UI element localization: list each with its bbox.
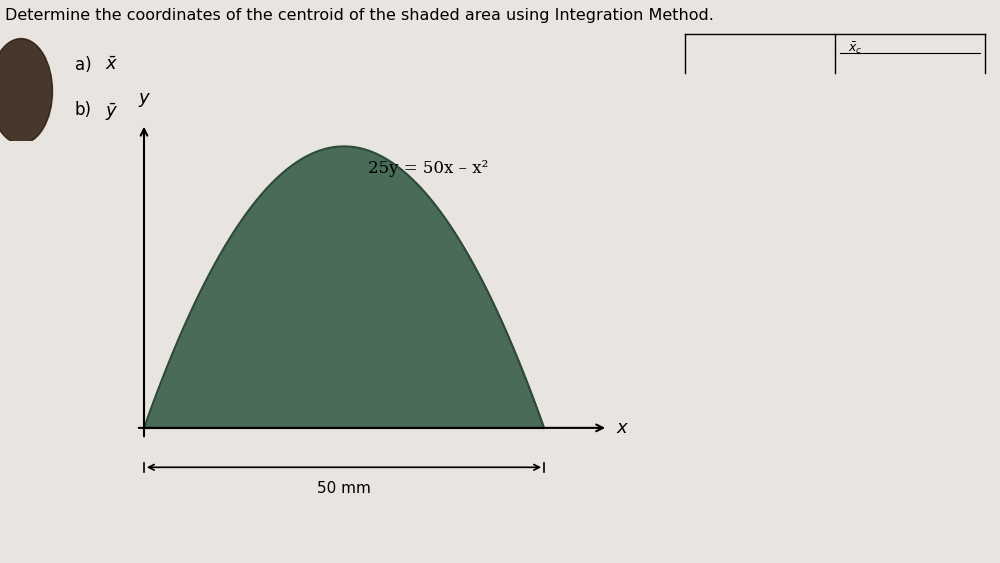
Text: 50 mm: 50 mm: [317, 481, 371, 496]
Text: a): a): [75, 56, 92, 74]
Text: y: y: [139, 89, 149, 107]
Text: $\bar{y}$: $\bar{y}$: [105, 101, 118, 123]
Text: x: x: [616, 419, 627, 437]
Ellipse shape: [0, 38, 52, 144]
Text: b): b): [75, 101, 92, 119]
Text: $\bar{x}_c$: $\bar{x}_c$: [848, 40, 862, 56]
Text: $\bar{x}$: $\bar{x}$: [105, 56, 118, 74]
Text: 25y = 50x – x²: 25y = 50x – x²: [368, 160, 488, 177]
Text: Determine the coordinates of the centroid of the shaded area using Integration M: Determine the coordinates of the centroi…: [5, 8, 714, 24]
